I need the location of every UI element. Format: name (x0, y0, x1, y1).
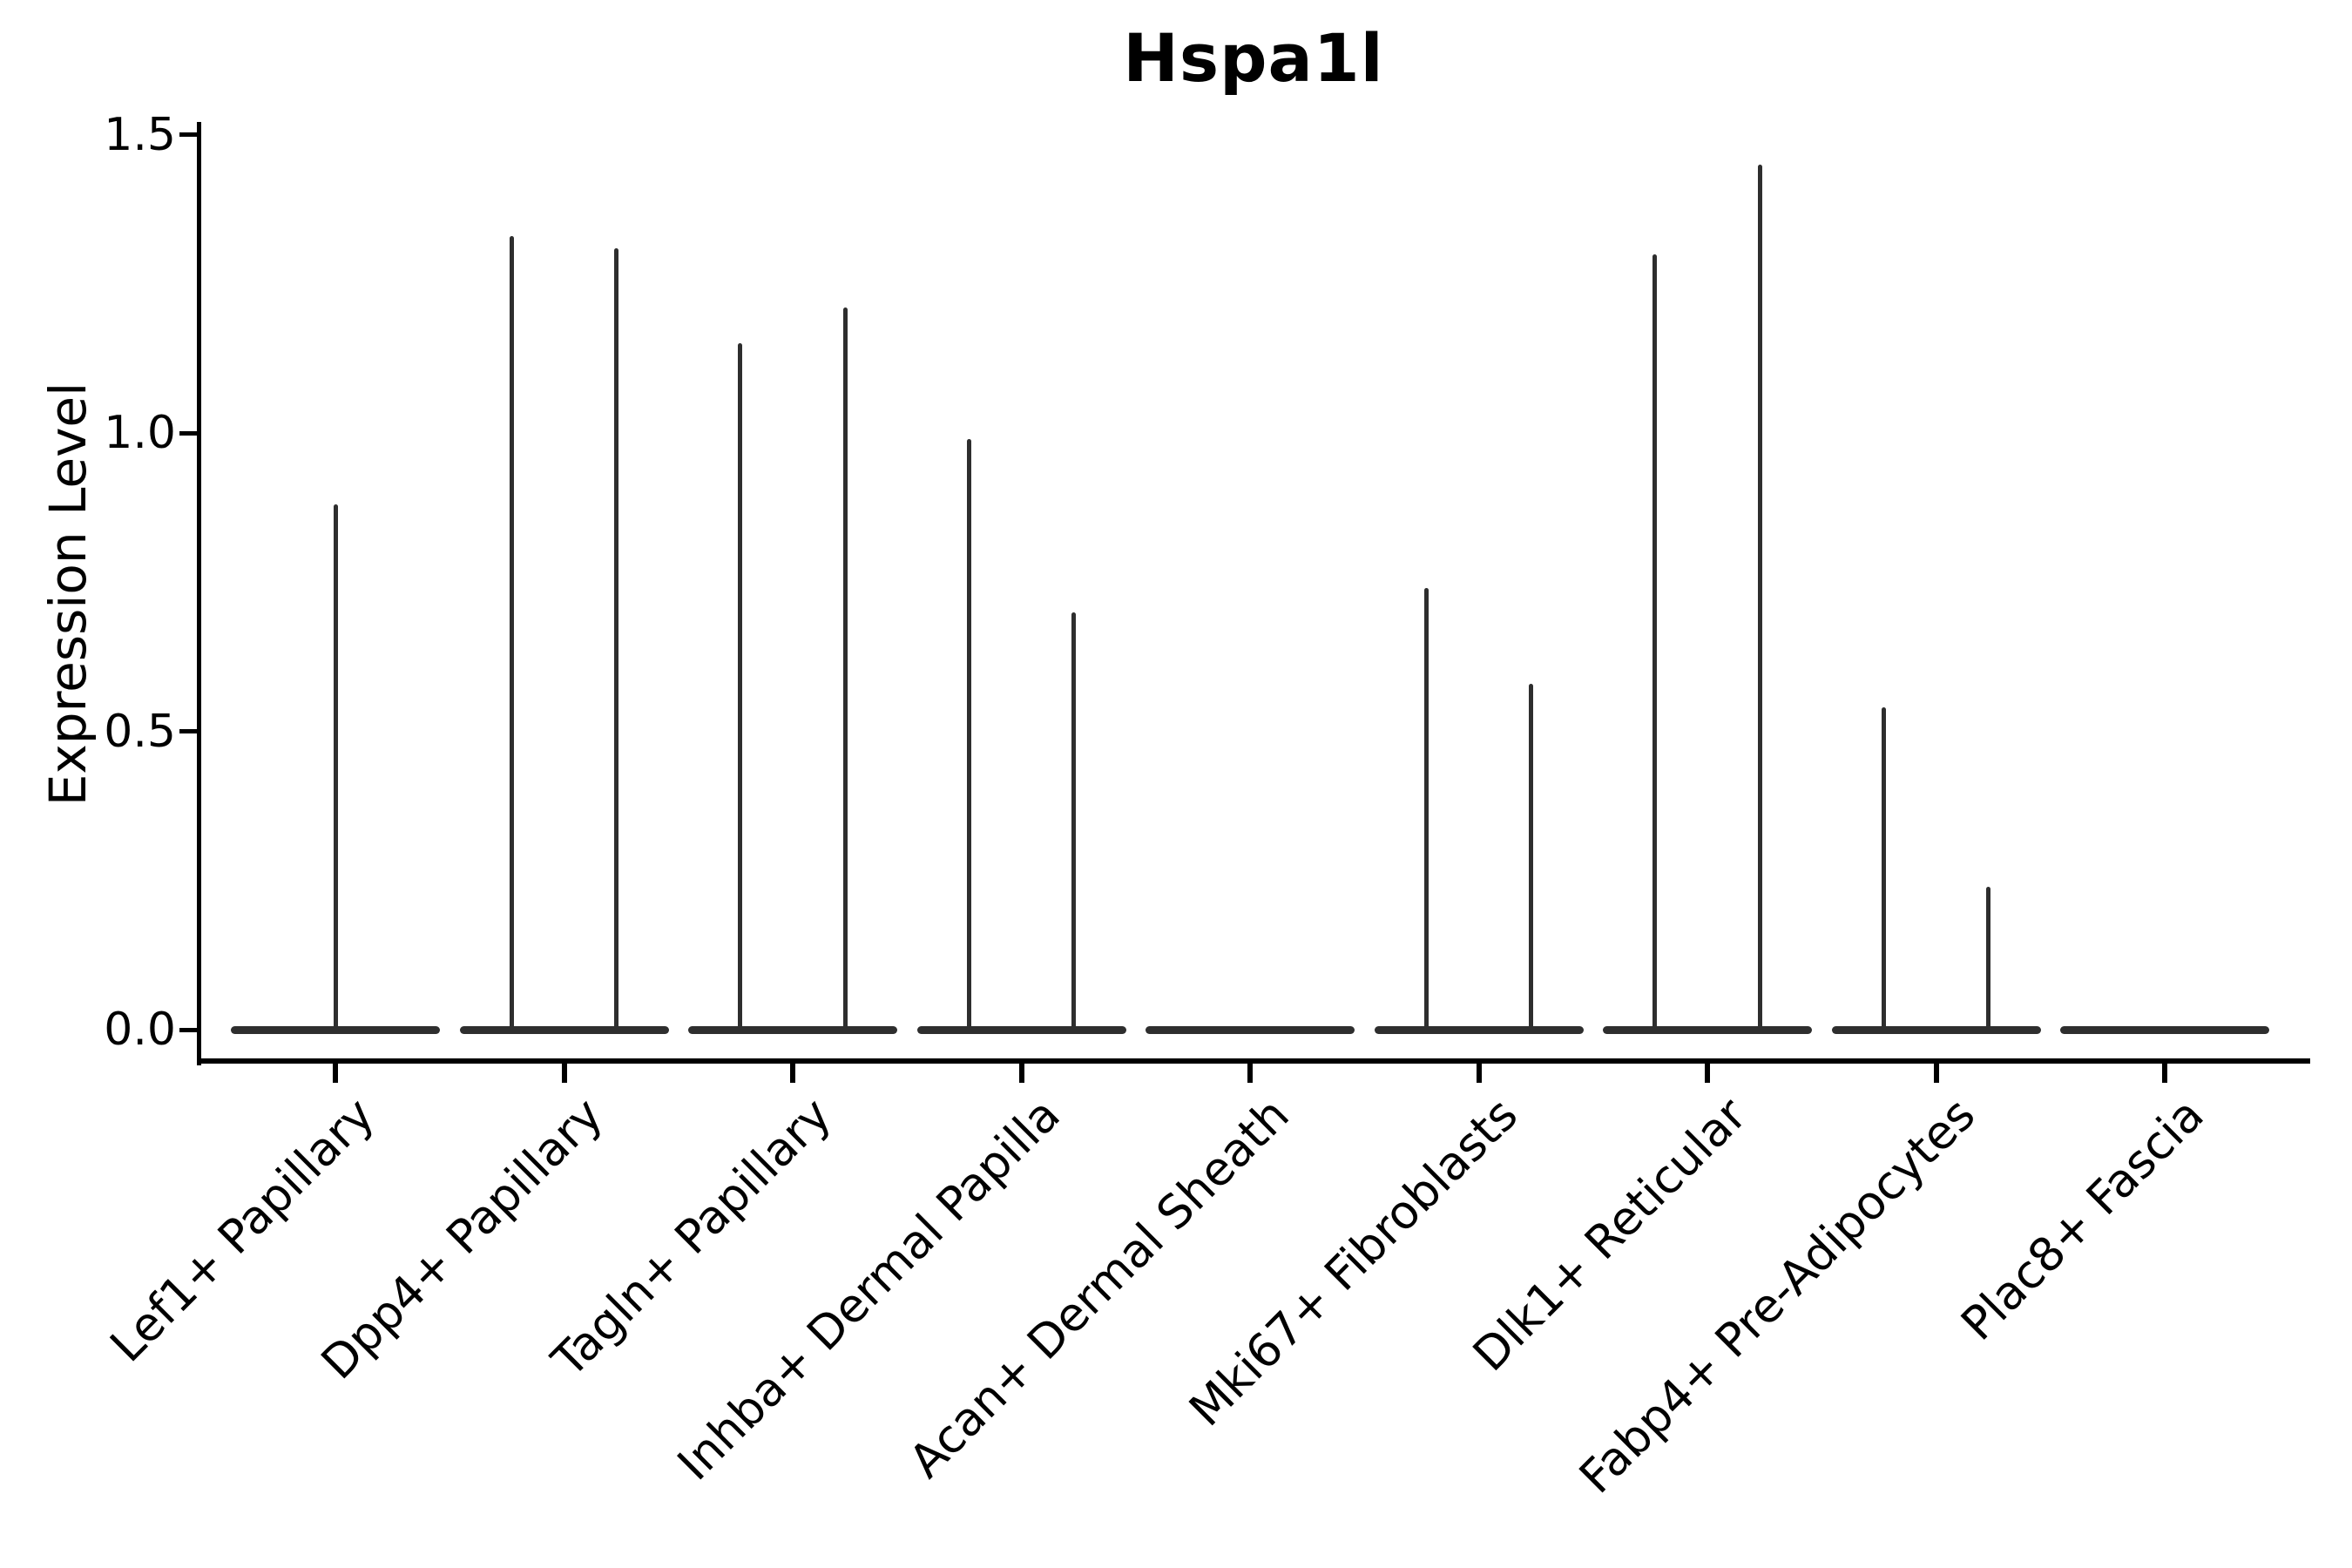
violin-spike (1423, 588, 1429, 1030)
violin-spike (1071, 612, 1077, 1030)
violin-spike (1881, 707, 1886, 1030)
violin-spike (842, 308, 848, 1030)
violin-spike (1652, 253, 1658, 1030)
violin-baseline (1374, 1025, 1584, 1034)
x-tick-mark (1476, 1064, 1482, 1083)
violin-baseline (688, 1025, 897, 1034)
x-tick-mark (790, 1064, 795, 1083)
violin-baseline (231, 1025, 440, 1034)
x-tick-label: Plac8+ Fascia (1950, 1088, 2214, 1351)
y-tick-label: 0.0 (104, 1004, 176, 1056)
y-tick-label: 1.0 (104, 407, 176, 459)
y-tick-label: 1.5 (104, 108, 176, 161)
x-axis-spine (197, 1058, 2310, 1064)
y-tick-mark (179, 132, 197, 137)
violin-spike (333, 504, 338, 1030)
y-tick-label: 0.5 (104, 705, 176, 758)
violin-baseline (916, 1025, 1126, 1034)
violin-spike (738, 343, 743, 1030)
violin-spike (509, 235, 514, 1030)
x-tick-mark (561, 1064, 567, 1083)
x-tick-mark (333, 1064, 338, 1083)
x-tick-mark (2162, 1064, 2167, 1083)
violin-baseline (1831, 1025, 2041, 1034)
x-tick-label: Fabp4+ Pre-Adipocytes (1569, 1088, 1985, 1504)
chart-title: Hspa1l (1123, 19, 1384, 97)
violin-baseline (459, 1025, 669, 1034)
violin-spike (614, 247, 619, 1030)
violin-baseline (2060, 1025, 2269, 1034)
x-tick-mark (1933, 1064, 1939, 1083)
violin-spike (1986, 886, 1991, 1030)
x-tick-label: Inhba+ Dermal Papilla (667, 1088, 1071, 1491)
violin-baseline (1146, 1025, 1355, 1034)
violin-spike (966, 438, 971, 1030)
violin-baseline (1603, 1025, 1812, 1034)
violin-spike (1757, 164, 1762, 1030)
y-tick-mark (179, 729, 197, 733)
x-tick-mark (1018, 1064, 1024, 1083)
x-tick-mark (1247, 1064, 1253, 1083)
y-tick-mark (179, 1027, 197, 1032)
y-axis-spine (197, 122, 201, 1065)
y-tick-mark (179, 430, 197, 436)
x-tick-label: Acan+ Dermal Sheath (899, 1088, 1300, 1489)
violin-spike (1529, 683, 1534, 1030)
x-tick-mark (1705, 1064, 1710, 1083)
